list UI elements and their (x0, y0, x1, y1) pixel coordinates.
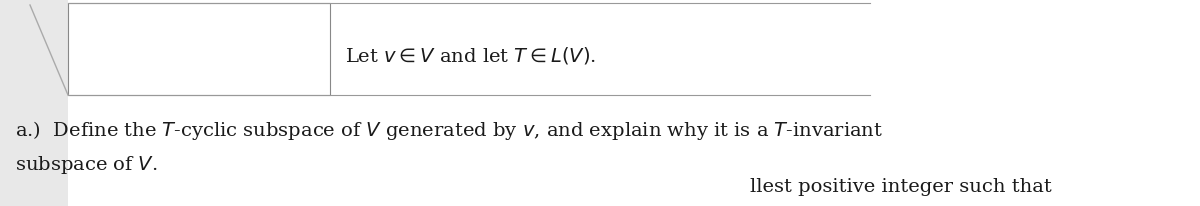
Text: subspace of $V$.: subspace of $V$. (14, 154, 157, 176)
Bar (68, 3, 330, 95)
Bar (0, 0, 68, 206)
Text: llest positive integer such that: llest positive integer such that (750, 178, 1051, 196)
Text: Let $v \in V$ and let $T \in L(V)$.: Let $v \in V$ and let $T \in L(V)$. (346, 44, 596, 66)
Text: a.)  Define the $T$-cyclic subspace of $V$ generated by $v$, and explain why it : a.) Define the $T$-cyclic subspace of $V… (14, 118, 883, 142)
